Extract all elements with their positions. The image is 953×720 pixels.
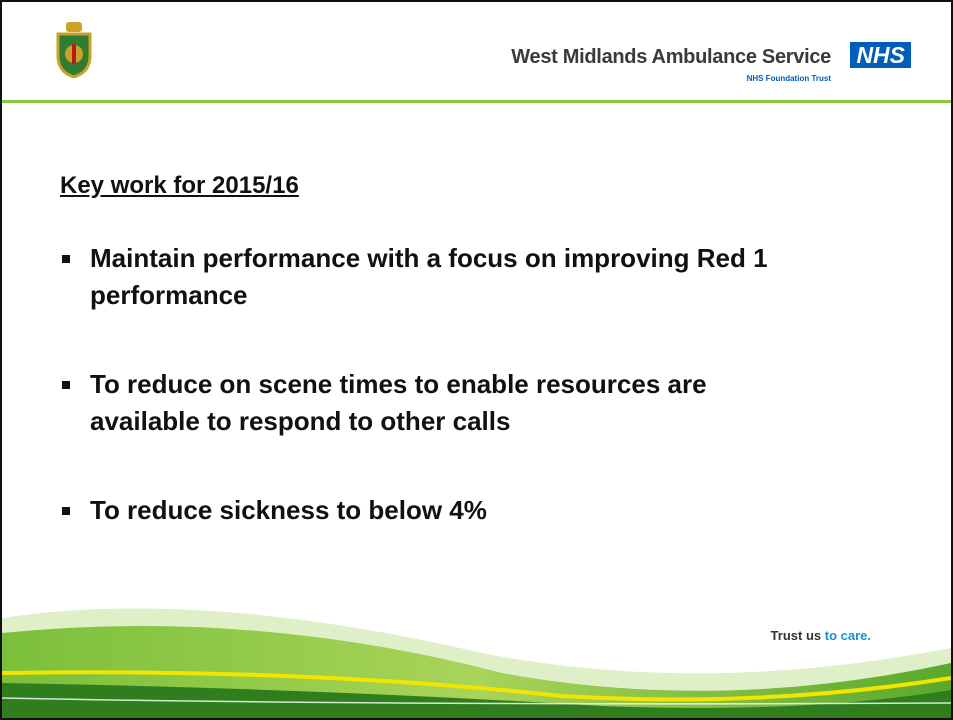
slide-heading: Key work for 2015/16 — [60, 172, 299, 200]
bullet: Maintain performance with a focus on imp… — [60, 240, 780, 314]
slogan-end: to care. — [825, 628, 871, 643]
slide: West Midlands Ambulance Service NHS NHS … — [0, 0, 953, 720]
trust-subtitle: NHS Foundation Trust — [747, 74, 831, 83]
header-rule — [2, 100, 951, 103]
bullet: To reduce sickness to below 4% — [60, 492, 780, 529]
crest-logo — [54, 22, 94, 78]
nhs-badge: NHS — [850, 42, 911, 68]
slogan: Trust us to care. — [771, 628, 871, 643]
footer-swoosh — [2, 578, 951, 718]
slogan-start: Trust us — [771, 628, 822, 643]
header: West Midlands Ambulance Service NHS NHS … — [2, 2, 951, 102]
organization-name: West Midlands Ambulance Service — [511, 46, 831, 69]
bullet-list: Maintain performance with a focus on imp… — [60, 240, 780, 581]
bullet: To reduce on scene times to enable resou… — [60, 366, 780, 440]
